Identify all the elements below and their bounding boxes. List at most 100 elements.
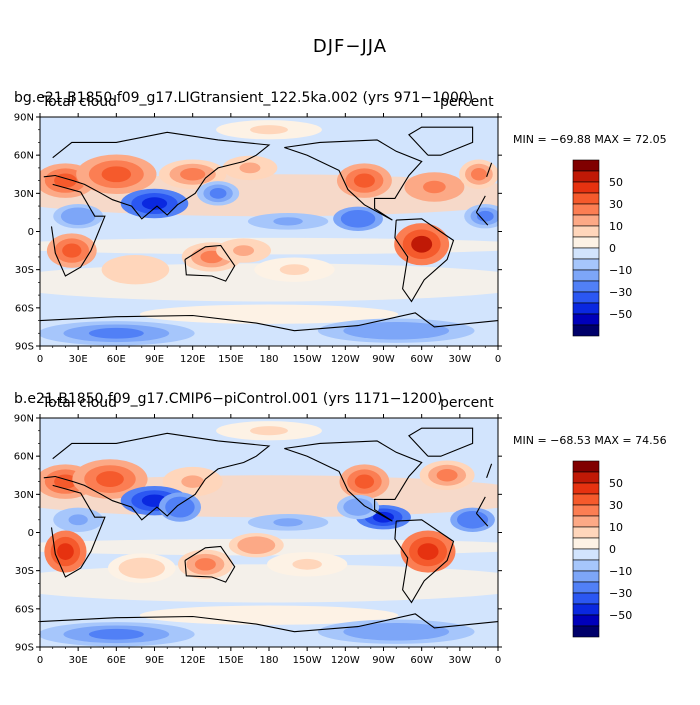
colorbar-swatch bbox=[572, 625, 600, 638]
field-cell bbox=[273, 518, 303, 527]
coastline bbox=[284, 139, 423, 221]
field-cell bbox=[233, 245, 255, 256]
colorbar-swatch bbox=[572, 313, 600, 326]
x-tick-label: 0 bbox=[37, 354, 43, 364]
colorbar-label: 50 bbox=[609, 477, 623, 490]
x-tick-label: 150W bbox=[293, 655, 322, 665]
field-cell bbox=[88, 327, 144, 339]
coastline bbox=[50, 484, 106, 578]
colorbar-swatch bbox=[572, 537, 600, 550]
field-cell bbox=[417, 543, 439, 560]
colorbar-label: 10 bbox=[609, 220, 623, 233]
field-cell bbox=[411, 235, 433, 253]
panel-ligtransient: bg.e21.B1850.f09_g17.LIGtransient_122.5k… bbox=[0, 84, 700, 404]
x-tick-label: 180 bbox=[259, 655, 278, 665]
colorbar-swatch bbox=[572, 548, 600, 561]
field-cell bbox=[354, 474, 375, 489]
coastline bbox=[486, 162, 493, 177]
field-cell bbox=[245, 539, 267, 551]
y-tick-label: 0 bbox=[28, 528, 34, 539]
colorbar-swatch bbox=[572, 236, 600, 249]
colorbar-label: 10 bbox=[609, 521, 623, 534]
field-cell bbox=[279, 264, 310, 276]
case-title: bg.e21.B1850.f09_g17.LIGtransient_122.5k… bbox=[14, 90, 474, 106]
x-tick-label: 150W bbox=[293, 354, 322, 364]
coastline bbox=[40, 613, 498, 633]
colorbar-swatch bbox=[572, 203, 600, 216]
colorbar-swatch bbox=[572, 258, 600, 271]
x-tick-label: 150E bbox=[218, 655, 243, 665]
field-cell bbox=[353, 173, 375, 188]
colorbar-label: −50 bbox=[609, 609, 632, 622]
colorbar-swatch bbox=[572, 324, 600, 337]
x-tick-label: 0 bbox=[495, 354, 501, 364]
field-cell bbox=[292, 558, 322, 570]
min-max-label: MIN = −69.88 MAX = 72.05 bbox=[513, 133, 667, 146]
field-cell bbox=[349, 501, 367, 513]
coastline bbox=[408, 126, 474, 156]
colorbar-label: 50 bbox=[609, 176, 623, 189]
x-tick-label: 60W bbox=[410, 354, 433, 364]
field-cell bbox=[476, 210, 494, 222]
field-cell bbox=[470, 168, 487, 181]
field-cell bbox=[57, 543, 74, 560]
colorbar-swatch bbox=[572, 482, 600, 495]
field-cell bbox=[224, 309, 314, 319]
field-cell bbox=[373, 511, 394, 523]
panel-picontrol: b.e21.B1850.f09_g17.CMIP6−piControl.001 … bbox=[0, 385, 700, 705]
y-tick-label: 60S bbox=[15, 604, 34, 615]
colorbar-swatch bbox=[572, 515, 600, 528]
coastline bbox=[184, 244, 236, 282]
colorbar-label: −30 bbox=[609, 286, 632, 299]
field-cell bbox=[194, 558, 216, 571]
field-cell bbox=[423, 180, 446, 194]
field-cell bbox=[239, 162, 261, 174]
colorbar-swatch bbox=[572, 471, 600, 484]
colorbar-label: −10 bbox=[609, 565, 632, 578]
x-tick-label: 60E bbox=[107, 354, 126, 364]
variable-name: Total cloud bbox=[42, 395, 118, 411]
field-cell bbox=[348, 213, 368, 225]
colorbar-label: −30 bbox=[609, 587, 632, 600]
colorbar-swatch bbox=[572, 592, 600, 605]
colorbar-swatch bbox=[572, 170, 600, 183]
coastline bbox=[486, 463, 493, 478]
y-tick-label: 30S bbox=[15, 566, 34, 577]
field-cell bbox=[68, 210, 88, 222]
coastline bbox=[475, 212, 489, 226]
y-tick-label: 60N bbox=[14, 151, 34, 162]
x-tick-label: 120E bbox=[180, 655, 205, 665]
field-cell bbox=[224, 610, 314, 620]
colorbar-swatch bbox=[572, 302, 600, 315]
field-cell bbox=[181, 475, 204, 488]
coastline bbox=[43, 131, 271, 220]
coastline bbox=[394, 218, 455, 303]
field-cell bbox=[171, 500, 189, 514]
field-cell bbox=[122, 263, 149, 276]
y-tick-label: 30N bbox=[14, 189, 34, 200]
colorbar-swatch bbox=[572, 269, 600, 282]
y-tick-label: 90N bbox=[14, 414, 34, 425]
field-layer bbox=[40, 120, 498, 346]
colorbar-swatch bbox=[572, 460, 600, 473]
field-cell bbox=[463, 514, 482, 526]
coastlines bbox=[40, 126, 498, 332]
y-tick-label: 60S bbox=[15, 303, 34, 314]
y-tick-label: 90N bbox=[14, 113, 34, 124]
y-tick-label: 30S bbox=[15, 265, 34, 276]
x-tick-label: 150E bbox=[218, 354, 243, 364]
x-tick-label: 90E bbox=[145, 655, 164, 665]
colorbar-swatch bbox=[572, 559, 600, 572]
coastline bbox=[475, 496, 486, 514]
colorbar-swatch bbox=[572, 614, 600, 627]
coastline bbox=[475, 195, 486, 213]
colorbar-swatch bbox=[572, 526, 600, 539]
colorbar: 50 30 10 0 −10 −30 −50 bbox=[572, 460, 632, 638]
field-cell bbox=[368, 325, 424, 337]
x-tick-label: 30W bbox=[449, 655, 472, 665]
colorbar-swatch bbox=[572, 247, 600, 260]
x-tick-label: 120E bbox=[180, 354, 205, 364]
coastlines bbox=[40, 427, 498, 633]
field-cell bbox=[209, 187, 227, 199]
